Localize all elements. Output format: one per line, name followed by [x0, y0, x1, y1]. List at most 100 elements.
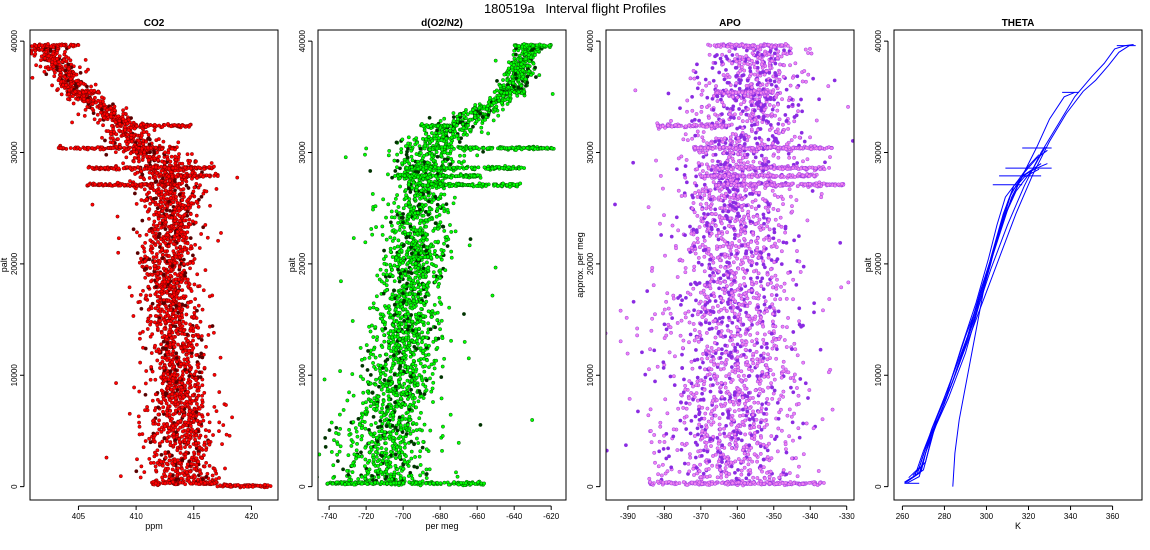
co2-leg-point: [86, 165, 91, 170]
co2-leg-point: [160, 124, 165, 129]
co2-point: [63, 68, 68, 73]
co2-point: [173, 308, 178, 313]
co2-point: [166, 466, 170, 471]
co2-point: [161, 366, 166, 370]
co2-point: [131, 314, 136, 318]
co2-point: [176, 407, 181, 411]
co2-leg-point: [166, 166, 171, 171]
co2-point: [71, 101, 76, 106]
co2-point: [147, 257, 152, 262]
co2-point: [142, 249, 147, 254]
co2-point: [67, 73, 72, 78]
co2-leg-point: [166, 122, 170, 126]
co2-point: [194, 159, 198, 164]
co2-leg-point: [96, 90, 101, 94]
co2-leg-point: [82, 146, 87, 151]
co2-point: [152, 433, 157, 438]
co2-point: [145, 272, 150, 276]
o2n2-point: [332, 438, 336, 443]
co2-point: [170, 264, 175, 268]
co2-point: [83, 107, 88, 112]
o2n2-point: [449, 230, 454, 234]
co2-point: [142, 177, 147, 182]
co2-point: [191, 418, 196, 423]
o2n2-point: [410, 476, 415, 481]
co2-point: [153, 450, 157, 455]
o2n2-point: [415, 436, 419, 441]
co2-point: [183, 178, 188, 182]
co2-point: [180, 203, 185, 207]
co2-point: [153, 343, 157, 348]
co2-point: [92, 117, 97, 122]
co2-point: [188, 212, 193, 216]
o2n2-data: [300, 42, 556, 488]
co2-point: [95, 112, 100, 117]
co2-leg-point: [160, 146, 164, 151]
co2-point: [166, 276, 171, 281]
co2-point: [171, 302, 176, 306]
o2n2-point: [402, 225, 406, 230]
co2-point: [151, 421, 156, 426]
co2-point: [162, 236, 167, 241]
o2n2-point: [384, 384, 389, 388]
o2n2-point: [339, 279, 343, 284]
co2-point: [46, 54, 51, 59]
co2-point: [173, 215, 177, 220]
co2-point: [156, 412, 161, 417]
co2-point: [136, 156, 141, 161]
co2-point: [168, 283, 173, 288]
co2-point: [196, 477, 200, 482]
co2-point: [160, 355, 165, 360]
co2-point: [167, 458, 172, 463]
co2-point: [154, 468, 158, 473]
o2n2-point: [338, 369, 343, 374]
co2-leg-point: [70, 43, 75, 48]
co2-point: [156, 265, 161, 270]
co2-point: [78, 80, 83, 85]
o2n2-point: [380, 458, 385, 463]
co2-point: [159, 189, 164, 194]
co2-point: [198, 420, 203, 424]
co2-point: [42, 52, 47, 57]
co2-point: [176, 466, 180, 471]
co2-point: [186, 197, 191, 202]
o2n2-point: [371, 207, 375, 212]
o2n2-point: [491, 118, 496, 123]
o2n2-point: [453, 229, 458, 234]
o2n2-point: [300, 342, 303, 345]
o2n2-point: [398, 445, 403, 450]
co2-point: [42, 69, 47, 74]
co2-point: [161, 139, 166, 144]
co2-point: [70, 94, 75, 98]
co2-point: [159, 196, 163, 201]
o2n2-point: [350, 470, 355, 475]
co2-point: [184, 352, 189, 357]
co2-point: [184, 432, 189, 437]
co2-point: [188, 444, 192, 449]
co2-point: [161, 427, 166, 432]
co2-point: [181, 328, 186, 333]
co2-point: [48, 66, 53, 71]
o2n2-point: [417, 427, 422, 432]
o2n2-point: [369, 422, 374, 427]
co2-point: [171, 423, 175, 428]
co2-point: [189, 299, 193, 304]
co2-leg-point: [187, 479, 192, 484]
co2-point: [185, 230, 190, 235]
co2-point: [118, 474, 123, 479]
co2-point: [183, 225, 188, 229]
co2-point: [183, 452, 188, 457]
co2-point: [152, 219, 157, 224]
co2-point: [147, 216, 151, 221]
o2n2-point: [347, 427, 352, 432]
co2-point: [152, 156, 157, 161]
co2-point: [217, 429, 221, 434]
co2-point: [184, 235, 189, 240]
o2n2-point: [405, 240, 409, 244]
o2n2-point: [370, 192, 375, 196]
co2-point: [156, 158, 160, 163]
o2n2-point: [488, 95, 492, 100]
co2-point: [199, 194, 204, 199]
co2-point: [192, 450, 196, 455]
